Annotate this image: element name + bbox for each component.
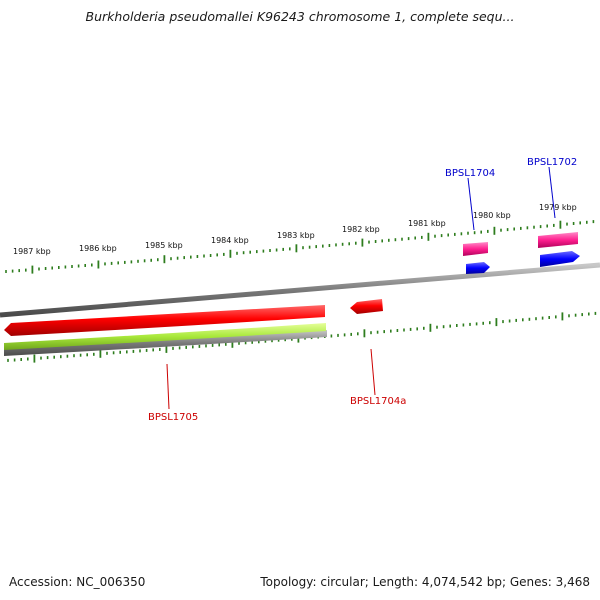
- gene-label-bpsl1702[interactable]: BPSL1702: [527, 157, 577, 168]
- scale-label-1986: 1986 kbp: [79, 244, 117, 253]
- gene-label-bpsl1705[interactable]: BPSL1705: [148, 412, 198, 423]
- gene-label-bpsl1704a[interactable]: BPSL1704a: [350, 396, 406, 407]
- cds-bpsl1702-arrow[interactable]: [540, 251, 580, 267]
- scale-label-1979: 1979 kbp: [539, 203, 577, 212]
- cds-bpsl1705-arrow[interactable]: [4, 305, 325, 336]
- cds-bpsl1704a-arrow[interactable]: [350, 299, 383, 314]
- leader-bpsl1702: [548, 166, 556, 219]
- accession-text: Accession: NC_006350: [9, 575, 146, 589]
- gene-bpsl1702-bar[interactable]: [538, 232, 578, 248]
- leader-bpsl1705: [166, 363, 170, 410]
- gene-bpsl1705-bar[interactable]: [4, 323, 326, 350]
- leader-bpsl1704: [467, 177, 475, 231]
- scale-label-1981: 1981 kbp: [408, 219, 446, 228]
- scale-label-1980: 1980 kbp: [473, 211, 511, 220]
- forward-features: [463, 232, 580, 274]
- chromosome-backbone: [0, 262, 600, 318]
- scale-label-1987: 1987 kbp: [13, 247, 51, 256]
- scale-label-1982: 1982 kbp: [342, 225, 380, 234]
- scale-labels: 1987 kbp 1986 kbp 1985 kbp 1984 kbp 1983…: [13, 203, 577, 256]
- scale-label-1984: 1984 kbp: [211, 236, 249, 245]
- map-title: Burkholderia pseudomallei K96243 chromos…: [85, 9, 515, 24]
- gene-labels: BPSL1704 BPSL1702 BPSL1705 BPSL1704a: [148, 157, 577, 423]
- gene-bpsl1704-bar[interactable]: [463, 242, 488, 256]
- gene-label-bpsl1704[interactable]: BPSL1704: [445, 168, 495, 179]
- cds-bpsl1704-arrow[interactable]: [466, 262, 490, 274]
- forward-scale-ticks: [5, 220, 595, 274]
- scale-label-1983: 1983 kbp: [277, 231, 315, 240]
- scale-label-1985: 1985 kbp: [145, 241, 183, 250]
- genome-summary-text: Topology: circular; Length: 4,074,542 bp…: [260, 575, 590, 589]
- reverse-features: [4, 299, 383, 356]
- gene-bpsl1705-bar-shadow: [4, 330, 327, 356]
- leader-bpsl1704a: [370, 348, 376, 396]
- label-leaders: [166, 166, 556, 410]
